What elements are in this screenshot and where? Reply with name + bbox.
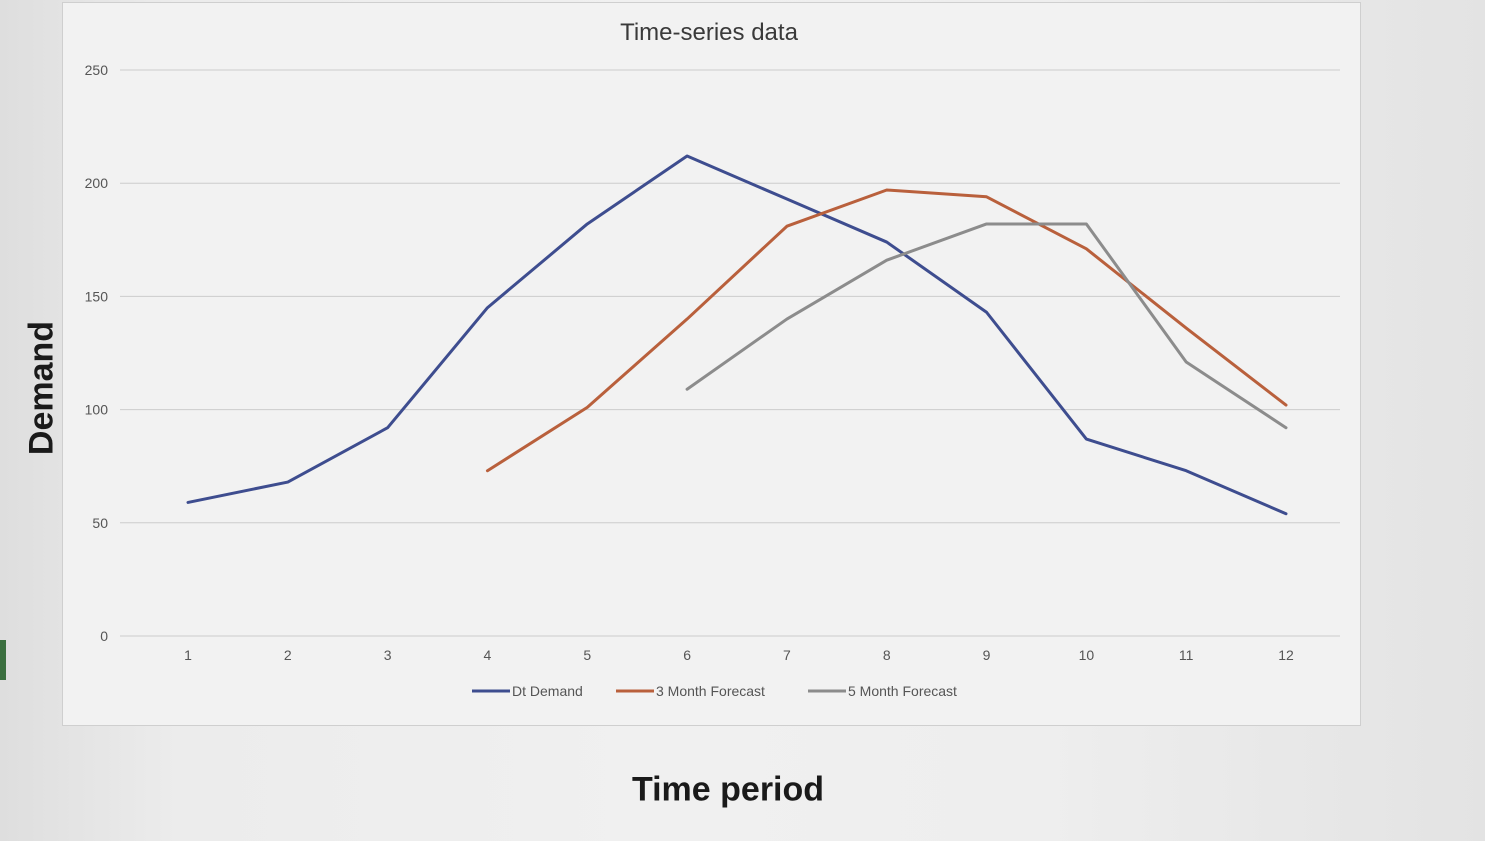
x-tick-label: 5 bbox=[583, 647, 591, 663]
series-line-2 bbox=[485, 188, 1288, 473]
legend-label: 3 Month Forecast bbox=[656, 683, 765, 699]
y-axis-title: Demand bbox=[22, 320, 61, 456]
x-tick-label: 4 bbox=[484, 647, 492, 663]
x-tick-label: 1 bbox=[184, 647, 192, 663]
x-tick-label: 8 bbox=[883, 647, 891, 663]
x-tick-label: 9 bbox=[983, 647, 991, 663]
series-line-1 bbox=[186, 154, 1288, 516]
x-axis-ticks: 1 2 3 4 5 6 7 8 9 10 11 12 bbox=[184, 647, 1294, 663]
x-tick-label: 10 bbox=[1079, 647, 1095, 663]
x-tick-label: 3 bbox=[384, 647, 392, 663]
y-axis-ticks: 0 50 100 150 200 250 bbox=[85, 62, 109, 644]
x-tick-label: 2 bbox=[284, 647, 292, 663]
x-tick-label: 12 bbox=[1278, 647, 1294, 663]
x-tick-label: 11 bbox=[1179, 647, 1194, 663]
x-axis-title: Time period bbox=[631, 770, 825, 809]
x-tick-label: 7 bbox=[783, 647, 791, 663]
x-tick-label: 6 bbox=[683, 647, 691, 663]
y-tick-label: 50 bbox=[92, 515, 108, 531]
gridlines bbox=[120, 69, 1340, 637]
spreadsheet-edge bbox=[0, 640, 6, 680]
legend-label: Dt Demand bbox=[512, 683, 583, 699]
y-tick-label: 0 bbox=[100, 628, 108, 644]
y-tick-label: 150 bbox=[85, 288, 109, 304]
y-tick-label: 100 bbox=[85, 402, 109, 418]
chart-title: Time-series data bbox=[620, 19, 798, 46]
chart-area[interactable] bbox=[62, 2, 1361, 726]
chart-legend[interactable]: Dt Demand 3 Month Forecast 5 Month Forecas… bbox=[472, 683, 957, 699]
y-tick-label: 250 bbox=[85, 62, 109, 78]
series-lines bbox=[186, 154, 1288, 516]
y-tick-label: 200 bbox=[85, 175, 109, 191]
series-line-3 bbox=[685, 222, 1288, 430]
legend-label: 5 Month Forecast bbox=[848, 683, 957, 699]
